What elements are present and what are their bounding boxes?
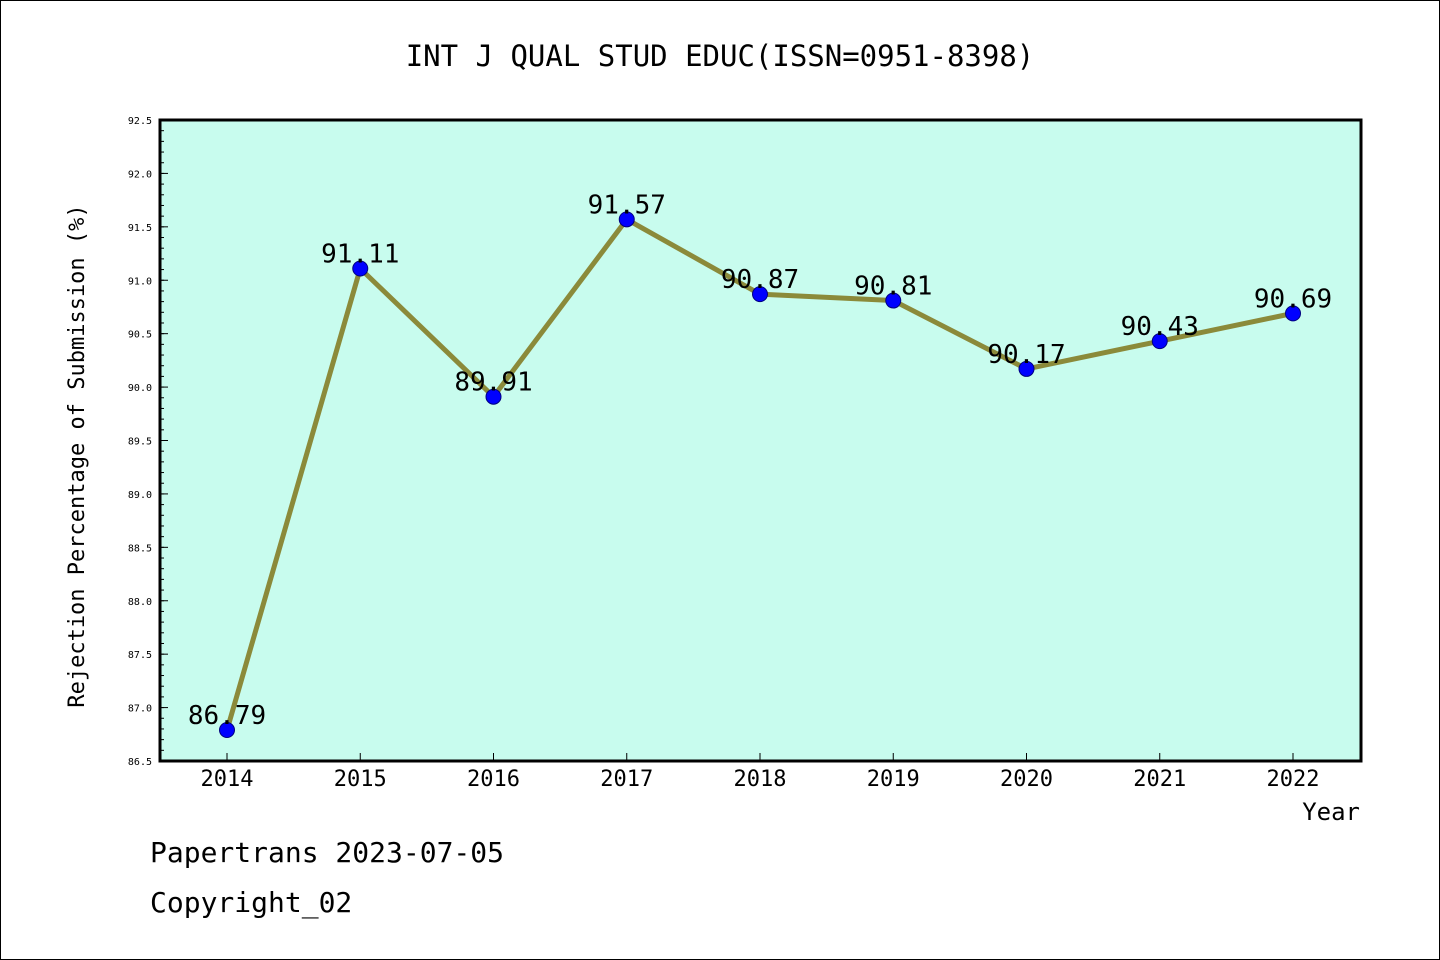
data-label: 89.91 [454, 368, 532, 398]
x-tick-label: 2017 [600, 767, 653, 792]
data-point [752, 286, 768, 303]
y-tick-label: 88.5 [128, 543, 152, 554]
footer-copyright: Copyright_02 [150, 886, 353, 919]
y-tick-label: 92.5 [128, 116, 152, 127]
data-point [618, 211, 635, 228]
data-point [885, 292, 902, 309]
x-tick-label: 2020 [1000, 767, 1053, 792]
y-tick-label: 88.0 [128, 597, 152, 608]
data-label: 90.43 [1121, 312, 1199, 342]
x-tick-label: 2021 [1133, 767, 1186, 792]
data-point [1018, 360, 1035, 377]
data-point [1151, 333, 1168, 350]
y-tick-label: 91.0 [128, 276, 152, 287]
y-axis-label: Rejection Percentage of Submission (%) [65, 204, 90, 707]
x-axis: 2014 2015 2016 2017 2018 2019 2020 2021 2022 [201, 753, 1320, 792]
y-tick-label: 89.5 [128, 437, 152, 448]
data-point [485, 388, 502, 405]
y-tick-label: 90.5 [128, 330, 152, 341]
y-axis: 86.5 87.0 87.5 88.0 88.5 89.0 89.5 90.0 90.5 91.0… [128, 116, 168, 768]
data-label: 90.69 [1254, 284, 1332, 314]
data-point [1285, 305, 1301, 322]
x-tick-label: 2015 [334, 767, 387, 792]
data-label: 86.79 [188, 701, 266, 731]
data-label: 91.57 [588, 190, 666, 220]
y-tick-label: 89.0 [128, 490, 152, 501]
data-label: 90.17 [987, 340, 1065, 370]
x-tick-label: 2014 [201, 767, 254, 792]
x-axis-label: Year [1302, 798, 1360, 826]
data-label: 91.11 [321, 239, 399, 269]
plot-area [158, 118, 1363, 763]
y-tick-label: 87.5 [128, 650, 152, 661]
data-label: 90.87 [721, 265, 799, 295]
series-group: 86.79 91.11 89.91 91.57 90.87 90.81 90.17 90.43… [188, 190, 1332, 739]
y-tick-label: 90.0 [128, 383, 152, 394]
data-point [219, 722, 235, 739]
data-point [352, 260, 369, 277]
y-tick-label: 87.0 [128, 704, 152, 715]
x-tick-label: 2019 [867, 767, 920, 792]
footer-date: Papertrans 2023-07-05 [150, 836, 505, 869]
y-tick-label: 91.5 [128, 223, 152, 234]
x-tick-label: 2016 [467, 767, 520, 792]
x-tick-label: 2018 [734, 767, 787, 792]
chart-title: INT J QUAL STUD EDUC(ISSN=0951-8398) [406, 39, 1035, 73]
y-tick-label: 92.0 [128, 169, 152, 180]
data-label: 90.81 [854, 272, 932, 302]
y-tick-label: 86.5 [128, 757, 152, 768]
x-tick-label: 2022 [1267, 767, 1320, 792]
